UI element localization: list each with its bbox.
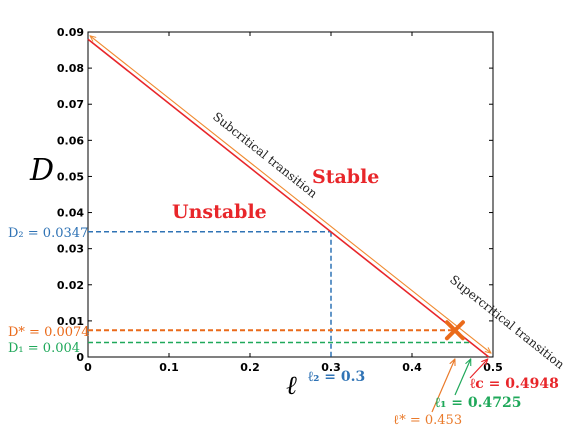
x-tick-label: 0.5 [483,361,503,374]
x-tick-label: 0.1 [159,361,179,374]
x-tick-label: 0.2 [240,361,260,374]
d1-label: D₁ = 0.004 [8,341,80,356]
lstar-arrow [431,359,455,413]
reference-lines [88,230,471,357]
y-axis-label: D [29,153,54,188]
subcritical-transition-label: Subcritical transition [210,109,320,201]
axis-ticks: 0 0.1 0.2 0.3 0.4 0.5 0 0.01 0.02 0.03 0.04 0.05 0.0… [57,26,503,374]
lc-label: ℓc = 0.4948 [469,376,559,392]
dstar-label: D* = 0.0074 [8,325,90,340]
stability-boundary-line [87,38,490,358]
x-tick-label: 0.4 [402,361,422,374]
x-axis-label: ℓ [286,371,297,401]
l1-arrow [454,359,471,396]
y-tick-label: 0.03 [57,243,84,256]
d2-label: D₂ = 0.0347 [8,226,88,241]
y-tick-label: 0.01 [57,315,84,328]
stable-region-label: Stable [312,166,379,188]
y-tick-label: 0.07 [57,98,84,111]
marker-stroke [444,320,465,341]
y-tick-label: 0.02 [57,279,84,292]
lstar-label: ℓ* = 0.453 [393,413,462,428]
x-tick-label: 0.3 [321,361,341,374]
critical-point-marker [444,320,465,341]
l2-label: ℓ₂ = 0.3 [307,369,365,385]
y-tick-label: 0.05 [57,170,84,183]
unstable-region-label: Unstable [172,201,267,223]
y-tick-label: 0.06 [57,134,84,147]
y-tick-label: 0.09 [57,26,84,39]
y-tick-label: 0 [76,351,84,364]
l1-label: ℓ₁ = 0.4725 [434,395,521,411]
x-tick-label: 0 [84,361,92,374]
annotation-arrows [431,359,488,413]
y-tick-label: 0.04 [57,207,84,220]
plot-frame [87,31,494,358]
transition-arrow-line [90,36,491,353]
lc-arrow [469,359,488,379]
y-tick-label: 0.08 [57,62,84,75]
